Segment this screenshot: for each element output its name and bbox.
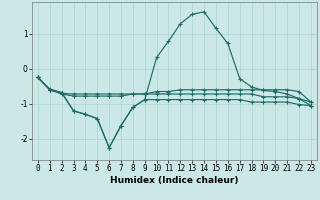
X-axis label: Humidex (Indice chaleur): Humidex (Indice chaleur) bbox=[110, 176, 239, 185]
